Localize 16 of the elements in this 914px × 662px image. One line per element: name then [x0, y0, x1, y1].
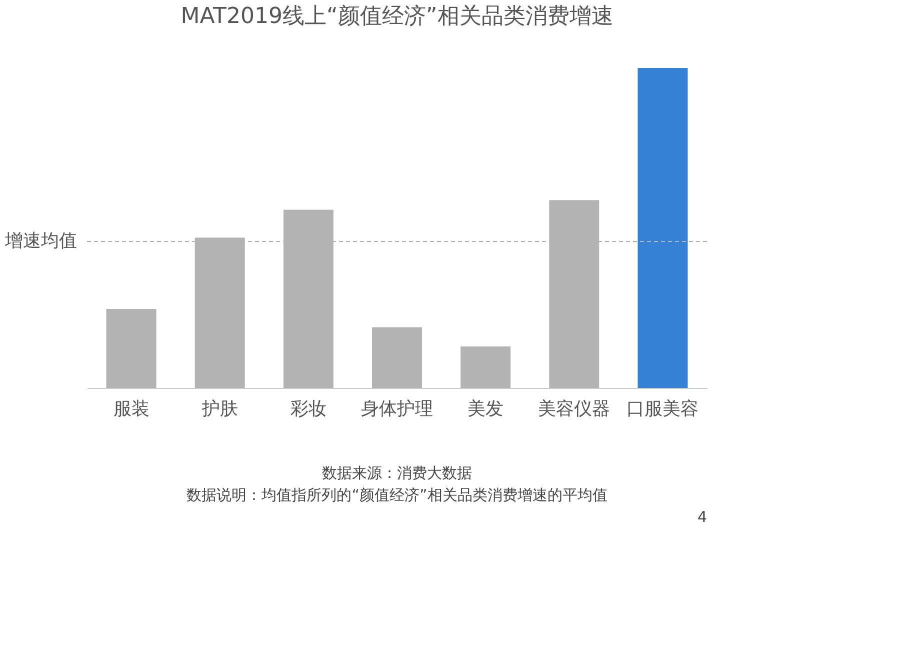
- bar: [372, 327, 422, 388]
- ref-line-label: 增速均值: [4, 230, 77, 252]
- bar: [638, 68, 688, 388]
- x-tick-label: 彩妆: [290, 398, 326, 420]
- text: 数据说明：均值指所列的“颜值经济”相关品类消费增速的平均值: [186, 486, 608, 504]
- chart-title: MAT2019线上“颜值经济”相关品类消费增速: [180, 4, 614, 29]
- x-tick-label: 服装: [113, 398, 150, 420]
- x-tick-label: 身体护理: [361, 398, 433, 420]
- bar: [460, 346, 511, 388]
- source-note: 数据来源：消费大数据: [322, 464, 472, 482]
- x-tick-label: 口服美容: [626, 398, 699, 420]
- bar: [106, 308, 156, 388]
- text: 4: [697, 508, 707, 526]
- x-tick-label: 美容仪器: [538, 398, 610, 420]
- x-tick-label: 护肤: [200, 398, 238, 420]
- x-tick-label: 美发: [468, 398, 504, 420]
